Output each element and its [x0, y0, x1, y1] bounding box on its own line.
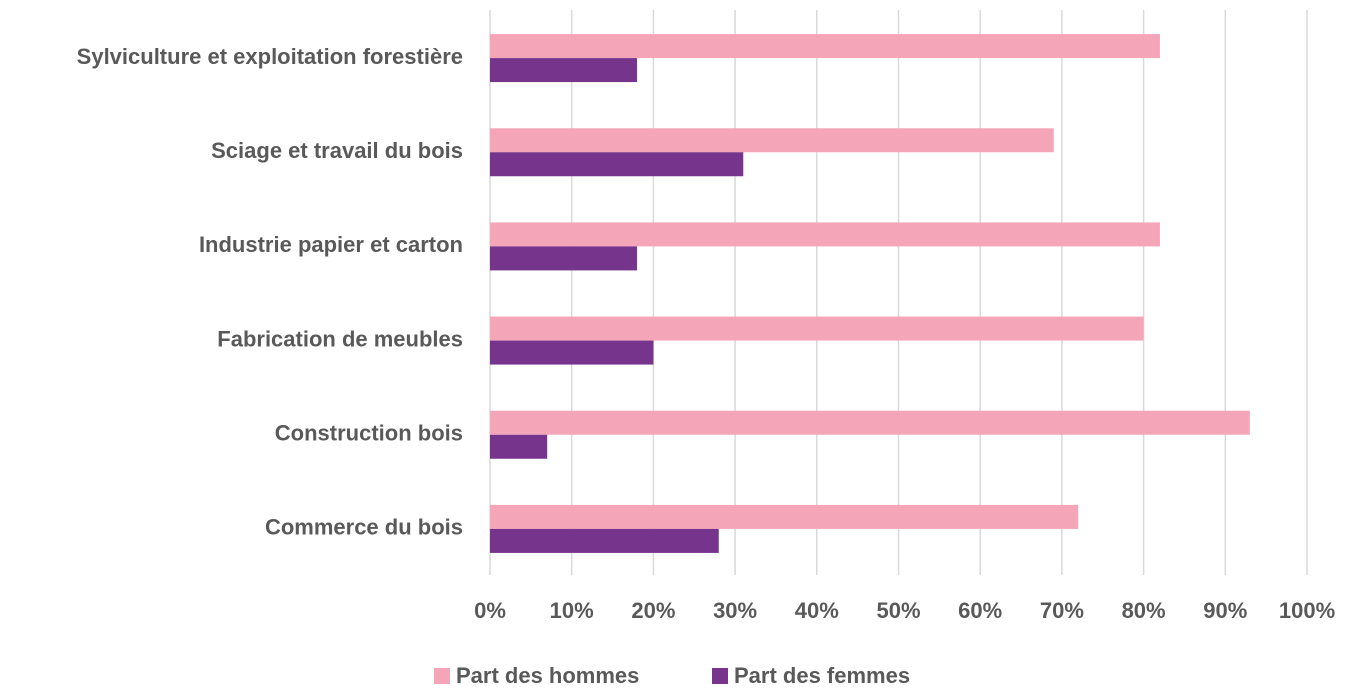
bar — [490, 528, 719, 553]
x-tick-label: 0% — [474, 598, 506, 623]
bar — [490, 58, 638, 83]
legend-swatch — [434, 668, 450, 684]
legend-label: Part des femmes — [734, 663, 910, 688]
bar — [490, 316, 1144, 341]
y-tick-label: Commerce du bois — [265, 515, 463, 540]
y-tick-label: Construction bois — [275, 421, 463, 446]
x-tick-label: 20% — [631, 598, 675, 623]
x-tick-label: 70% — [1040, 598, 1084, 623]
x-tick-label: 40% — [795, 598, 839, 623]
y-tick-label: Sylviculture et exploitation forestière — [77, 44, 463, 69]
bar — [490, 152, 744, 177]
bar — [490, 340, 654, 365]
bar — [490, 34, 1160, 59]
bar — [490, 410, 1250, 435]
y-tick-label: Fabrication de meubles — [217, 326, 463, 351]
x-tick-label: 90% — [1203, 598, 1247, 623]
x-tick-label: 10% — [550, 598, 594, 623]
bar — [490, 222, 1160, 247]
x-tick-label: 80% — [1122, 598, 1166, 623]
bar — [490, 434, 548, 459]
x-tick-label: 100% — [1279, 598, 1335, 623]
x-tick-label: 50% — [876, 598, 920, 623]
y-tick-label: Sciage et travail du bois — [211, 138, 463, 163]
x-tick-label: 30% — [713, 598, 757, 623]
bar — [490, 246, 638, 271]
legend-label: Part des hommes — [456, 663, 639, 688]
y-tick-label: Industrie papier et carton — [199, 232, 463, 257]
bar — [490, 504, 1079, 529]
x-tick-label: 60% — [958, 598, 1002, 623]
legend-swatch — [712, 668, 728, 684]
bar — [490, 128, 1054, 153]
